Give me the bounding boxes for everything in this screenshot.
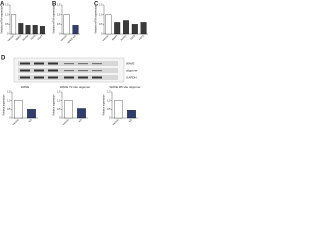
bar — [18, 23, 24, 35]
x-tick-label: BMP2 — [15, 34, 22, 41]
x-tick-label: BMP2 — [112, 34, 119, 41]
chart-title: WAVE R5 site oligomer — [109, 85, 140, 89]
panel-label: A — [0, 2, 5, 8]
y-tick-label: 1.5 — [7, 91, 11, 94]
bar — [64, 100, 73, 119]
y-tick-label: 0 — [59, 117, 61, 120]
bar — [77, 108, 86, 119]
y-tick-label: 1.5 — [57, 91, 61, 94]
bar — [25, 25, 31, 35]
x-tick-label: Vehicle — [112, 118, 120, 126]
x-tick-label: KD — [28, 118, 33, 123]
y-tick-label: 1.0 — [5, 13, 9, 16]
x-tick-label: Wnt3a — [22, 34, 29, 41]
y-axis-label: Relative mRNA expression — [53, 5, 56, 34]
bar — [127, 110, 136, 119]
y-tick-label: 1.5 — [107, 91, 111, 94]
x-tick-label: Vehicle — [12, 118, 20, 126]
y-tick-label: 0.5 — [99, 23, 103, 26]
y-tick-label: 0.5 — [5, 23, 9, 26]
bar — [140, 22, 147, 35]
bar — [105, 14, 112, 35]
x-tick-label: FGF2 — [37, 34, 44, 41]
panel-label: B — [52, 2, 57, 8]
bar — [114, 22, 121, 35]
blot-label: GAPDH — [126, 75, 137, 79]
x-tick-label: KD — [78, 118, 83, 123]
y-tick-label: 0 — [59, 33, 61, 36]
y-tick-label: 1.0 — [57, 99, 61, 102]
y-tick-label: 0.5 — [57, 108, 61, 111]
y-tick-label: 1.0 — [57, 13, 61, 16]
bar — [114, 100, 123, 119]
x-tick-label: Wnt3a — [120, 34, 127, 41]
bar — [14, 100, 23, 119]
x-tick-label: WAVE KD — [67, 34, 77, 44]
bar — [123, 20, 129, 35]
chart-title: WAVE — [21, 85, 30, 89]
x-tick-label: TGFb — [130, 34, 137, 41]
chart-title: WAVE T3 site oligomer — [60, 85, 91, 89]
y-axis-label: Relative expression — [53, 94, 56, 116]
y-tick-label: 0 — [9, 117, 11, 120]
x-tick-label: Vehicle — [62, 118, 70, 126]
y-tick-label: 0 — [7, 33, 9, 36]
panel-label: C — [94, 2, 99, 8]
y-tick-label: 1.5 — [5, 4, 9, 7]
bar — [27, 109, 36, 119]
bar — [63, 14, 70, 35]
bar — [32, 25, 38, 35]
x-tick-label: TGFb — [30, 34, 37, 41]
bar — [11, 14, 17, 35]
y-tick-label: 0.5 — [57, 23, 61, 26]
panel-label: D — [1, 56, 6, 62]
bar — [72, 25, 79, 35]
y-tick-label: 1.0 — [99, 13, 103, 16]
y-tick-label: 1.0 — [7, 99, 11, 102]
y-tick-label: 0.5 — [7, 108, 11, 111]
x-tick-label: Vehicle — [60, 34, 68, 42]
x-tick-label: FGF2 — [138, 34, 145, 41]
blot-label: WAVE — [126, 61, 135, 65]
y-tick-label: 1.5 — [99, 4, 103, 7]
blot-label: oligomer — [126, 68, 138, 72]
y-tick-label: 1.5 — [57, 4, 61, 7]
y-axis-label: Relative mRNA expression — [1, 5, 4, 34]
bar — [131, 24, 138, 35]
bar — [39, 26, 45, 35]
x-tick-label: Vehicle — [7, 34, 15, 42]
y-axis-label: Relative mRNA expression — [95, 5, 98, 34]
y-tick-label: 1.0 — [107, 99, 111, 102]
y-tick-label: 0.5 — [107, 108, 111, 111]
x-tick-label: Vehicle — [102, 34, 110, 42]
y-axis-label: Relative expression — [103, 94, 106, 116]
y-axis-label: Relative expression — [3, 94, 6, 116]
y-tick-label: 0 — [101, 33, 103, 36]
y-tick-label: 0 — [109, 117, 111, 120]
x-tick-label: KD — [128, 118, 133, 123]
blot-bands — [20, 62, 102, 79]
